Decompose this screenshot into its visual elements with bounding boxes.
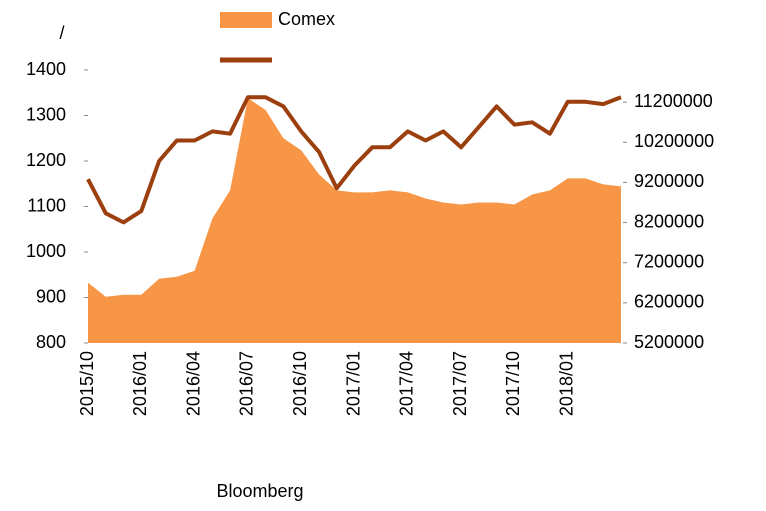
y2-tick-label: 10200000 [634,131,714,151]
legend-swatch [220,12,272,28]
left-axis-label: / [59,23,64,43]
x-tick-label: 2018/01 [556,351,576,416]
y2-tick-label: 5200000 [634,332,704,352]
y2-tick-label: 6200000 [634,292,704,312]
x-tick-label: 2017/01 [343,351,363,416]
area [88,98,621,343]
x-tick-label: 2017/07 [450,351,470,416]
line [86,95,622,225]
y2-tick-label: 11200000 [634,91,713,111]
y-tick-label: 1300 [26,104,66,124]
y-tick-label: 900 [36,286,66,306]
x-tick-label: 2016/01 [130,351,150,416]
y-tick-label: 1000 [26,241,66,261]
source: Bloomberg [216,481,303,501]
y-tick-label: 1400 [26,59,66,79]
x-tick-label: 2017/04 [397,351,417,416]
y-tick-label: 1200 [26,150,66,170]
y2-tick-label: 8200000 [634,211,704,231]
x-tick-label: 2016/10 [290,351,310,416]
y-tick-label: 800 [36,332,66,352]
y2-tick-label: 9200000 [634,171,704,191]
y2-tick-label: 7200000 [634,251,704,271]
x-tick-label: 2017/10 [503,351,523,416]
x-tick-label: 2016/04 [183,351,203,416]
x-tick-label: 2015/10 [77,351,97,416]
x-tick-label: 2016/07 [237,351,257,416]
legend-label: Comex [278,9,335,29]
y-tick-label: 1100 [27,195,66,215]
